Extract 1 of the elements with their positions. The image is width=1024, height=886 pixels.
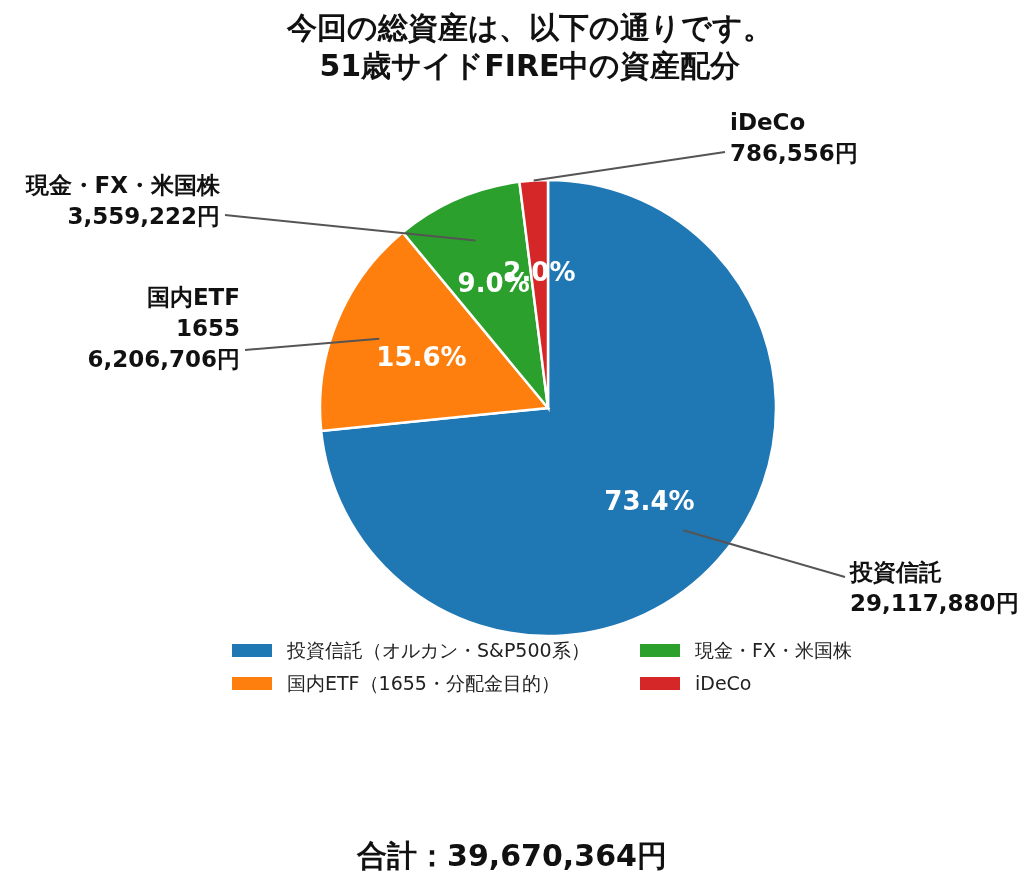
- title: 今回の総資産は、以下の通りです。 51歳サイドFIRE中の資産配分: [287, 10, 773, 83]
